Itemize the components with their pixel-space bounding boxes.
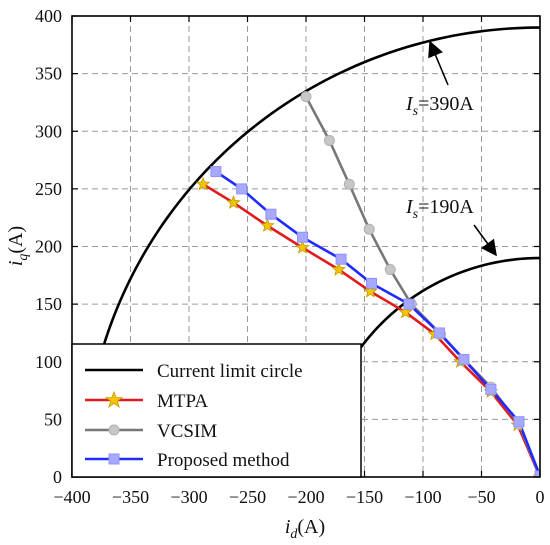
y-tick-label: 300 — [35, 121, 62, 141]
x-tick-label: −50 — [467, 487, 495, 507]
series-2-point-0 — [300, 91, 312, 103]
series-3-point-1 — [236, 183, 248, 195]
x-tick-label: −200 — [287, 487, 324, 507]
legend-marker-vcsim — [108, 424, 120, 436]
y-axis-label-unit: (A) — [5, 226, 27, 254]
y-axis-label: iq(A) — [5, 226, 31, 266]
y-tick-label: 150 — [35, 294, 62, 314]
series-1-point-5 — [363, 283, 378, 298]
legend-box — [71, 343, 362, 478]
legend: Current limit circle MTPA VCSIM Proposed… — [71, 343, 362, 478]
legend-label-mtpa: MTPA — [157, 391, 208, 412]
annotation-390: Is=390A — [405, 93, 474, 119]
series-1-point-2 — [260, 218, 275, 232]
x-tick-label: −400 — [53, 487, 90, 507]
axes: −400 −350 −300 −250 −200 −150 −100 −50 0 0 50 100 15… — [35, 6, 545, 507]
x-tick-label: −150 — [346, 487, 383, 507]
annotation-190-main: I — [405, 196, 414, 218]
annotation-arrow-390 — [428, 40, 449, 86]
annotations: Is=390A Is=190A — [405, 40, 497, 257]
series-3-point-5 — [366, 277, 378, 289]
x-axis-label: id(A) — [285, 516, 325, 542]
series-1-point-6 — [398, 304, 413, 319]
x-axis-label-sub: d — [290, 527, 298, 542]
x-tick-label: 0 — [536, 487, 545, 507]
series-line-1 — [201, 182, 540, 477]
annotation-arrow-190 — [473, 224, 497, 257]
y-axis-label-main: i — [5, 261, 27, 267]
annotation-390-main: I — [405, 93, 414, 115]
series-1-point-0 — [195, 176, 211, 191]
series-3-point-2 — [265, 208, 277, 220]
x-tick-label: −100 — [404, 487, 441, 507]
series-3-point-0 — [210, 166, 222, 178]
series-2-point-3 — [363, 223, 375, 235]
legend-label-vcsim: VCSIM — [157, 421, 217, 442]
x-tick-label: −350 — [112, 487, 149, 507]
legend-label-current-limit: Current limit circle — [157, 361, 303, 382]
series-2-point-2 — [343, 178, 355, 190]
y-tick-label: 350 — [35, 64, 62, 84]
x-tick-label: −300 — [170, 487, 207, 507]
legend-marker-mtpa — [104, 390, 124, 409]
series-3-point-3 — [296, 231, 308, 243]
series-2-point-1 — [323, 134, 335, 146]
y-tick-label: 50 — [44, 409, 62, 429]
y-tick-label: 0 — [53, 467, 62, 487]
y-tick-label: 400 — [35, 6, 62, 26]
series-3-point-6 — [403, 298, 415, 310]
x-axis-label-unit: (A) — [297, 516, 325, 538]
series-markers — [195, 91, 540, 477]
series-3-point-7 — [433, 327, 445, 339]
series-1-point-1 — [226, 195, 241, 209]
x-axis-label-main: i — [285, 516, 291, 538]
legend-marker-proposed — [108, 453, 120, 465]
series-3-point-10 — [513, 416, 525, 428]
series-2-point-4 — [384, 264, 396, 276]
annotation-390-sub: s — [413, 104, 419, 119]
y-tick-label: 250 — [35, 179, 62, 199]
series-1-point-4 — [331, 261, 346, 276]
y-tick-label: 100 — [35, 352, 62, 372]
annotation-190: Is=190A — [405, 196, 474, 222]
x-tick-label: −250 — [229, 487, 266, 507]
series-1-point-3 — [295, 240, 310, 254]
annotation-190-sub: s — [413, 207, 419, 222]
annotation-390-text: =390A — [418, 93, 474, 115]
series-3-point-9 — [485, 383, 497, 395]
series-3-point-4 — [335, 253, 347, 265]
y-tick-label: 200 — [35, 237, 62, 257]
series-3-point-11 — [534, 470, 540, 477]
legend-label-proposed: Proposed method — [157, 450, 290, 471]
annotation-190-text: =190A — [418, 196, 474, 218]
series-3-point-8 — [458, 353, 470, 365]
y-axis-label-sub: q — [16, 254, 31, 261]
